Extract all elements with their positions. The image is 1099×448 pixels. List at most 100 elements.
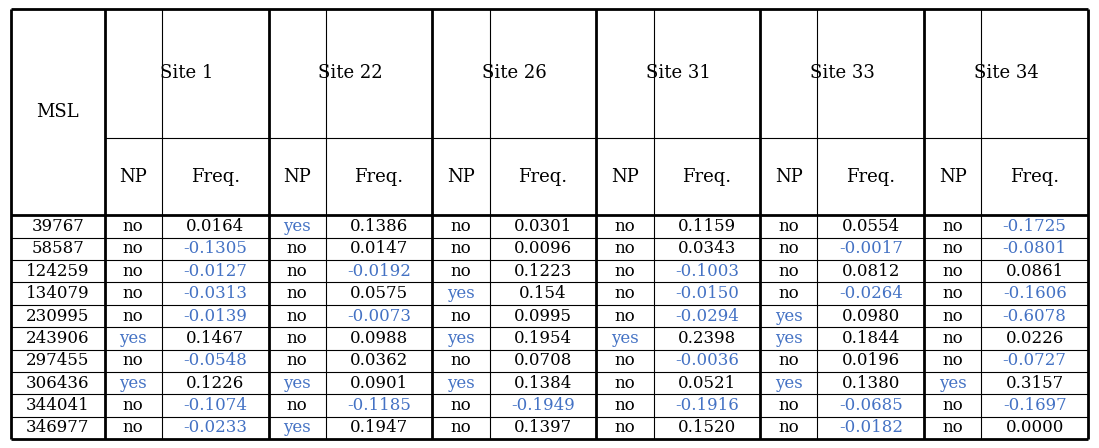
Text: -0.1949: -0.1949 xyxy=(511,397,575,414)
Text: Site 33: Site 33 xyxy=(810,65,875,82)
Text: no: no xyxy=(287,241,308,258)
Text: 346977: 346977 xyxy=(26,419,89,436)
Text: no: no xyxy=(942,330,963,347)
Text: -0.0233: -0.0233 xyxy=(184,419,247,436)
Text: -0.0017: -0.0017 xyxy=(839,241,902,258)
Text: -0.1074: -0.1074 xyxy=(184,397,247,414)
Text: Site 1: Site 1 xyxy=(159,65,213,82)
Text: 0.0521: 0.0521 xyxy=(678,375,736,392)
Text: -0.1725: -0.1725 xyxy=(1002,218,1067,235)
Text: no: no xyxy=(123,352,144,369)
Text: 0.0575: 0.0575 xyxy=(351,285,408,302)
Text: no: no xyxy=(123,263,144,280)
Text: no: no xyxy=(778,263,799,280)
Text: no: no xyxy=(123,397,144,414)
Text: no: no xyxy=(287,352,308,369)
Text: no: no xyxy=(778,218,799,235)
Text: no: no xyxy=(614,263,635,280)
Text: 0.1520: 0.1520 xyxy=(678,419,736,436)
Text: no: no xyxy=(451,218,471,235)
Text: -0.1305: -0.1305 xyxy=(184,241,247,258)
Text: no: no xyxy=(778,352,799,369)
Text: no: no xyxy=(287,397,308,414)
Text: -0.0073: -0.0073 xyxy=(347,307,411,324)
Text: yes: yes xyxy=(775,375,802,392)
Text: 0.0995: 0.0995 xyxy=(514,307,571,324)
Text: no: no xyxy=(614,375,635,392)
Text: 134079: 134079 xyxy=(26,285,90,302)
Text: no: no xyxy=(614,397,635,414)
Text: Site 31: Site 31 xyxy=(646,65,711,82)
Text: 0.0000: 0.0000 xyxy=(1006,419,1064,436)
Text: yes: yes xyxy=(447,375,475,392)
Text: -0.1606: -0.1606 xyxy=(1002,285,1066,302)
Text: -0.0313: -0.0313 xyxy=(184,285,247,302)
Text: no: no xyxy=(451,307,471,324)
Text: yes: yes xyxy=(939,375,967,392)
Text: 0.1467: 0.1467 xyxy=(186,330,244,347)
Text: no: no xyxy=(287,307,308,324)
Text: Freq.: Freq. xyxy=(682,168,732,185)
Text: Site 22: Site 22 xyxy=(319,65,382,82)
Text: -0.0150: -0.0150 xyxy=(675,285,739,302)
Text: -0.1003: -0.1003 xyxy=(675,263,739,280)
Text: -0.0036: -0.0036 xyxy=(675,352,739,369)
Text: yes: yes xyxy=(611,330,639,347)
Text: -0.0127: -0.0127 xyxy=(184,263,247,280)
Text: no: no xyxy=(614,352,635,369)
Text: NP: NP xyxy=(447,168,475,185)
Text: Freq.: Freq. xyxy=(846,168,896,185)
Text: NP: NP xyxy=(775,168,802,185)
Text: no: no xyxy=(451,352,471,369)
Text: 39767: 39767 xyxy=(32,218,85,235)
Text: -0.0685: -0.0685 xyxy=(839,397,902,414)
Text: yes: yes xyxy=(284,375,311,392)
Text: Freq.: Freq. xyxy=(190,168,240,185)
Text: no: no xyxy=(451,241,471,258)
Text: no: no xyxy=(123,285,144,302)
Text: -0.1185: -0.1185 xyxy=(347,397,411,414)
Text: 0.1397: 0.1397 xyxy=(514,419,573,436)
Text: 0.0980: 0.0980 xyxy=(842,307,900,324)
Text: 0.0226: 0.0226 xyxy=(1006,330,1064,347)
Text: no: no xyxy=(287,263,308,280)
Text: 0.0812: 0.0812 xyxy=(842,263,900,280)
Text: yes: yes xyxy=(447,285,475,302)
Text: yes: yes xyxy=(284,218,311,235)
Text: no: no xyxy=(942,263,963,280)
Text: 0.0988: 0.0988 xyxy=(349,330,408,347)
Text: Freq.: Freq. xyxy=(1010,168,1059,185)
Text: yes: yes xyxy=(775,307,802,324)
Text: 0.0362: 0.0362 xyxy=(349,352,408,369)
Text: no: no xyxy=(942,352,963,369)
Text: -0.0192: -0.0192 xyxy=(347,263,411,280)
Text: no: no xyxy=(451,263,471,280)
Text: no: no xyxy=(942,397,963,414)
Text: 0.0164: 0.0164 xyxy=(186,218,244,235)
Text: NP: NP xyxy=(939,168,967,185)
Text: 0.1159: 0.1159 xyxy=(678,218,736,235)
Text: no: no xyxy=(123,307,144,324)
Text: 230995: 230995 xyxy=(26,307,89,324)
Text: no: no xyxy=(451,397,471,414)
Text: no: no xyxy=(123,218,144,235)
Text: NP: NP xyxy=(120,168,147,185)
Text: 124259: 124259 xyxy=(26,263,89,280)
Text: 0.0554: 0.0554 xyxy=(842,218,900,235)
Text: -0.0264: -0.0264 xyxy=(839,285,902,302)
Text: 243906: 243906 xyxy=(26,330,89,347)
Text: yes: yes xyxy=(120,375,147,392)
Text: -0.0139: -0.0139 xyxy=(184,307,247,324)
Text: 0.1223: 0.1223 xyxy=(514,263,573,280)
Text: -0.1916: -0.1916 xyxy=(675,397,739,414)
Text: Freq.: Freq. xyxy=(519,168,567,185)
Text: 0.1380: 0.1380 xyxy=(842,375,900,392)
Text: 306436: 306436 xyxy=(26,375,89,392)
Text: no: no xyxy=(123,419,144,436)
Text: no: no xyxy=(778,241,799,258)
Text: 344041: 344041 xyxy=(26,397,90,414)
Text: 0.0147: 0.0147 xyxy=(349,241,409,258)
Text: yes: yes xyxy=(120,330,147,347)
Text: no: no xyxy=(778,285,799,302)
Text: 0.0196: 0.0196 xyxy=(842,352,900,369)
